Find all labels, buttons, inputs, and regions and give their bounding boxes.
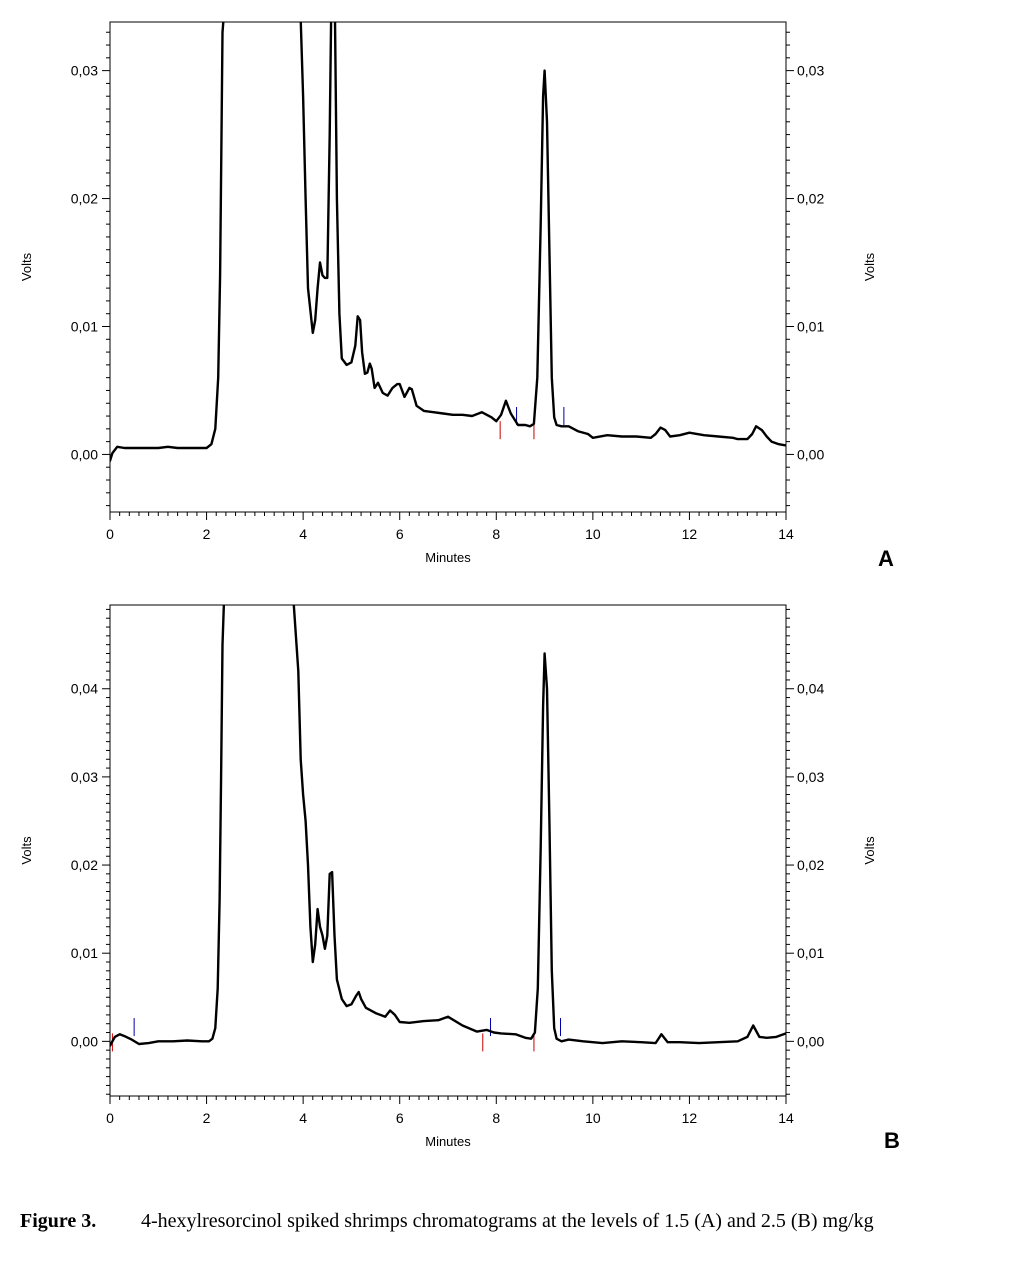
y-tick-label-right: 0,04 [797, 681, 824, 697]
chromatogram-panel-b: 0 2 4 6 8 10 12 14 0,00 0,00 0,01 0,01 0,02 0,02 0,03 0… [19, 604, 900, 1153]
y-axis-title-right: Volts [862, 252, 877, 281]
y-axis-title-right: Volts [862, 836, 877, 865]
x-tick-label: 4 [299, 1110, 307, 1126]
panel-label: A [878, 546, 894, 571]
plot-frame [109, 604, 787, 1097]
x-tick-label: 0 [106, 1110, 114, 1126]
x-tick-label: 2 [203, 526, 211, 542]
x-tick-label: 4 [299, 526, 307, 542]
y-tick-label-right: 0,02 [797, 191, 824, 207]
y-tick-label-left: 0,01 [71, 945, 98, 961]
x-tick-label: 6 [396, 1110, 404, 1126]
y-axis-title-left: Volts [19, 836, 34, 865]
x-tick-label: 14 [778, 526, 794, 542]
plot-frame [109, 21, 787, 513]
x-axis-title: Minutes [425, 1134, 471, 1149]
chromatogram-panel-a: 0 2 4 6 8 10 12 14 0,00 0,00 0,01 0,01 0,02 0,02 0,03 0… [19, 21, 894, 571]
y-tick-label-left: 0,00 [71, 446, 98, 462]
x-tick-label: 14 [778, 1110, 794, 1126]
y-tick-label-right: 0,01 [797, 318, 824, 334]
x-tick-label: 8 [492, 526, 500, 542]
y-tick-label-left: 0,03 [71, 769, 98, 785]
y-tick-label-left: 0,02 [71, 191, 98, 207]
y-tick-label-right: 0,03 [797, 769, 824, 785]
x-tick-label: 12 [682, 1110, 698, 1126]
x-tick-label: 6 [396, 526, 404, 542]
x-tick-label: 10 [585, 526, 601, 542]
panel-label: B [884, 1128, 900, 1153]
y-tick-label-right: 0,03 [797, 63, 824, 79]
x-tick-label: 10 [585, 1110, 601, 1126]
y-tick-label-left: 0,03 [71, 63, 98, 79]
y-tick-label-right: 0,01 [797, 945, 824, 961]
y-axis-title-left: Volts [19, 252, 34, 281]
chromatogram-trace [110, 22, 786, 462]
y-tick-label-left: 0,00 [71, 1033, 98, 1049]
x-tick-label: 12 [682, 526, 698, 542]
caption-text: 4-hexylresorcinol spiked shrimps chromat… [141, 1210, 874, 1232]
chromatogram-trace [110, 605, 786, 1048]
y-tick-label-left: 0,04 [71, 681, 98, 697]
y-tick-label-left: 0,01 [71, 318, 98, 334]
y-tick-label-right: 0,02 [797, 857, 824, 873]
x-tick-label: 8 [492, 1110, 500, 1126]
x-axis-title: Minutes [425, 550, 471, 565]
y-tick-label-right: 0,00 [797, 1033, 824, 1049]
x-tick-label: 0 [106, 526, 114, 542]
x-tick-label: 2 [203, 1110, 211, 1126]
caption-label: Figure 3. [20, 1210, 97, 1232]
y-tick-label-left: 0,02 [71, 857, 98, 873]
y-tick-label-right: 0,00 [797, 446, 824, 462]
